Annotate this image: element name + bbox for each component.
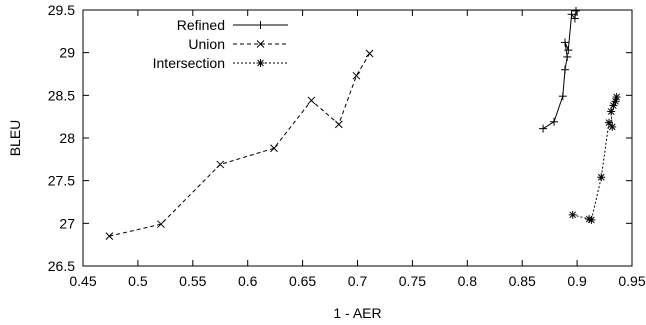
x-tick-label: 0.45 <box>69 273 96 289</box>
legend: Refined Union Intersection <box>153 17 288 71</box>
legend-label: Refined <box>177 17 225 33</box>
data-point <box>567 10 576 19</box>
legend-label: Intersection <box>153 55 225 71</box>
data-point <box>558 92 567 101</box>
data-point <box>597 173 606 182</box>
x-axis-label: 1 - AER <box>333 305 381 321</box>
data-point <box>611 97 620 106</box>
data-point <box>365 49 374 58</box>
y-tick-label: 27.5 <box>48 173 75 189</box>
x-tick-label: 0.8 <box>458 273 478 289</box>
data-point <box>607 107 616 116</box>
x-tick-label: 0.65 <box>289 273 316 289</box>
legend-entry-intersection: Intersection <box>153 55 288 71</box>
y-tick-label: 28.5 <box>48 87 75 103</box>
data-point <box>561 65 570 74</box>
y-tick-label: 29 <box>59 45 75 61</box>
x-tick-label: 0.95 <box>618 273 645 289</box>
data-point <box>570 14 579 23</box>
x-tick-label: 0.85 <box>509 273 536 289</box>
data-point <box>352 71 361 80</box>
legend-marker <box>256 40 265 48</box>
plot-border <box>82 9 633 267</box>
series-layer <box>105 6 621 240</box>
data-point <box>334 120 343 129</box>
data-point <box>604 118 613 127</box>
series-intersection <box>568 93 621 224</box>
x-tick-label: 0.55 <box>179 273 206 289</box>
data-point <box>307 96 316 105</box>
data-point <box>563 52 572 61</box>
y-tick-label: 29.5 <box>48 2 75 18</box>
axis-ticks <box>82 9 633 267</box>
legend-marker <box>256 59 265 67</box>
data-point <box>561 38 570 47</box>
data-point <box>572 6 581 15</box>
data-point <box>539 124 548 133</box>
data-point <box>157 220 165 229</box>
plot-frame <box>82 9 633 267</box>
x-tick-label: 0.5 <box>128 273 148 289</box>
x-tick-label: 0.75 <box>399 273 426 289</box>
legend-entry-union: Union <box>188 36 288 52</box>
y-axis-label: BLEU <box>7 120 23 157</box>
x-tick-label: 0.7 <box>348 273 368 289</box>
x-tick-label: 0.9 <box>567 273 587 289</box>
data-point <box>270 144 278 153</box>
x-tick-label: 0.6 <box>238 273 258 289</box>
data-point <box>608 122 617 131</box>
series-refined <box>539 6 581 133</box>
series-line <box>542 10 577 130</box>
legend-entry-refined: Refined <box>177 17 288 33</box>
legend-marker <box>256 21 265 29</box>
data-point <box>609 101 618 110</box>
data-point <box>105 232 114 240</box>
data-point <box>216 160 225 169</box>
data-point <box>550 117 559 126</box>
series-line <box>109 53 371 237</box>
series-union <box>105 49 374 240</box>
legend-label: Union <box>188 36 225 52</box>
data-point <box>612 93 621 102</box>
data-point <box>587 215 596 224</box>
y-tick-label: 27 <box>59 215 75 231</box>
series-line <box>572 96 618 221</box>
data-point <box>564 46 573 55</box>
y-tick-label: 26.5 <box>48 258 75 274</box>
y-tick-label: 28 <box>59 130 75 146</box>
tick-labels: 0.45 0.5 0.55 0.6 0.65 0.7 0.75 0.8 0.85 0.9 0.95 2… <box>48 2 646 289</box>
data-point <box>568 210 577 219</box>
